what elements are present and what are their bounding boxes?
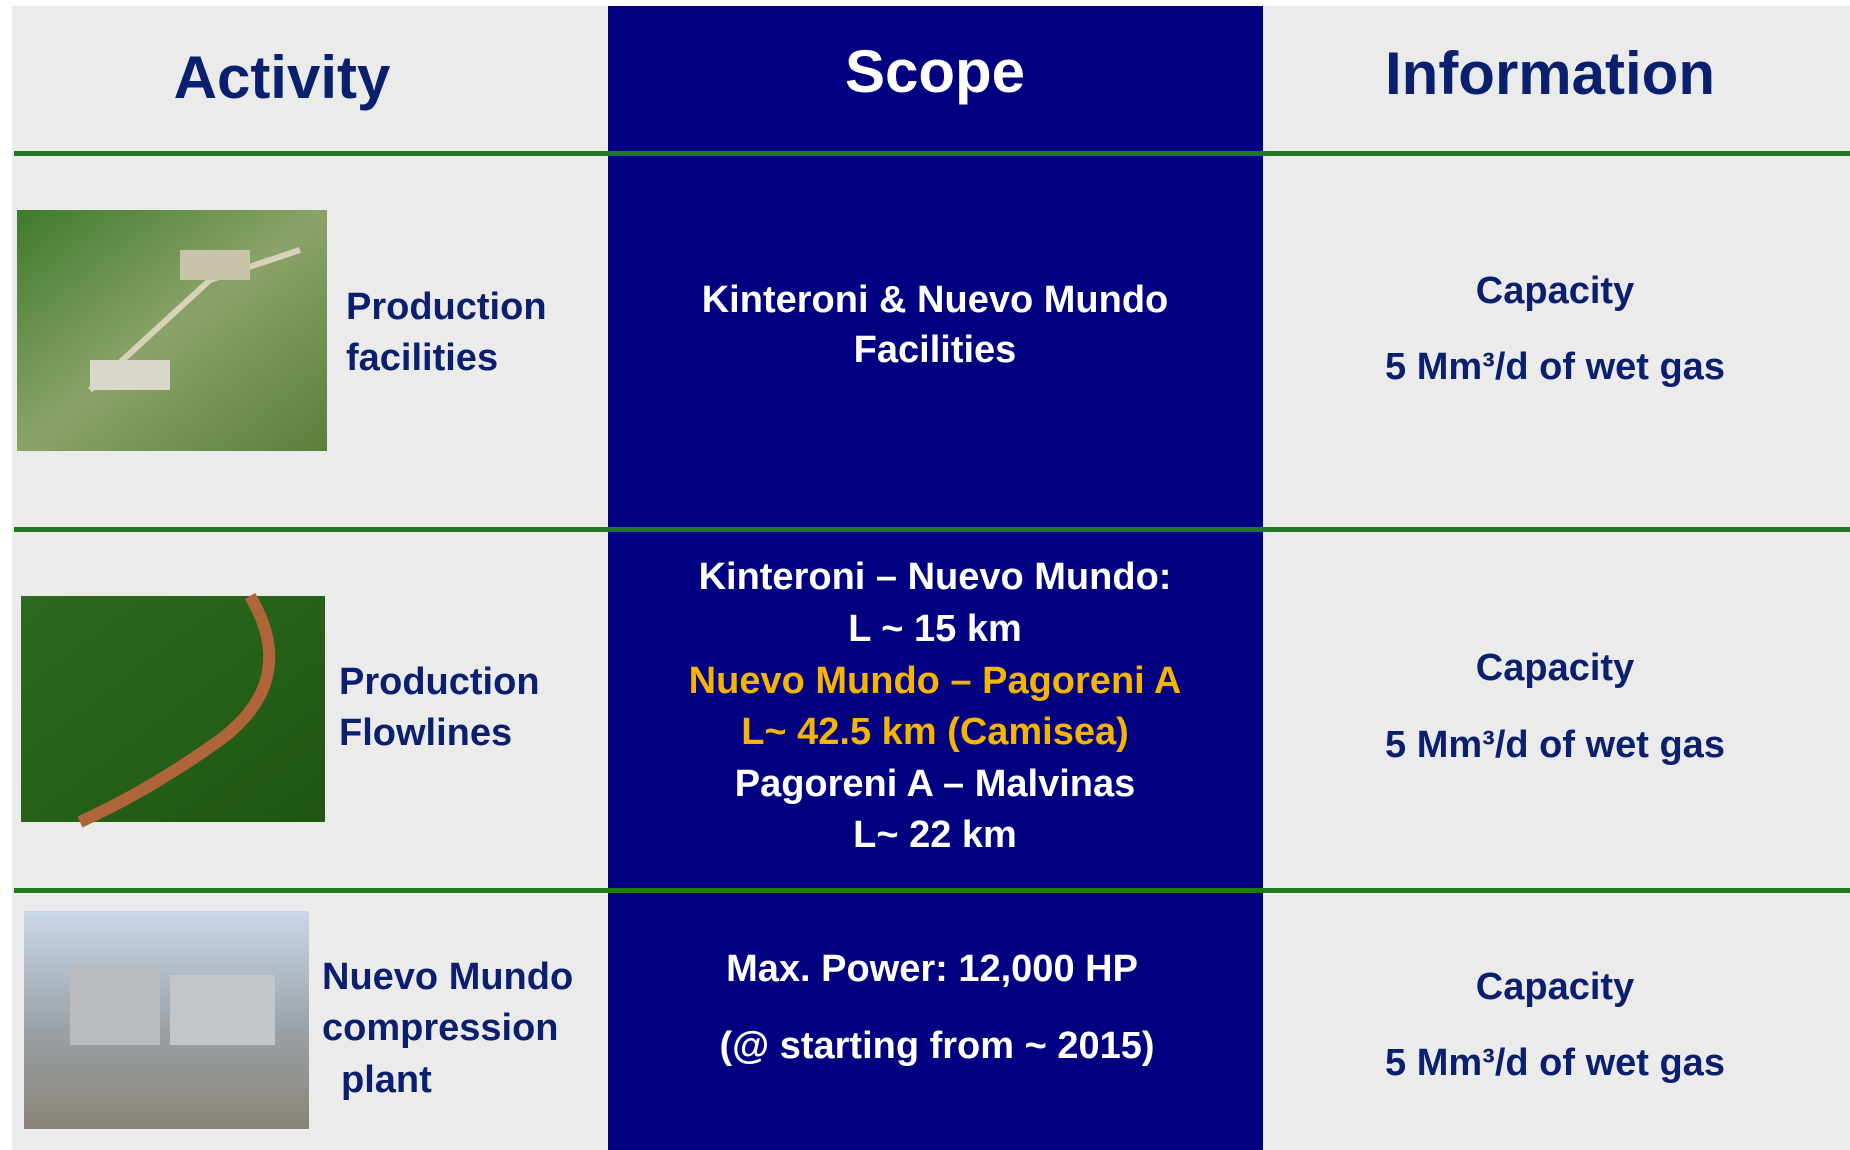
activity-label: Flowlines [339, 712, 512, 754]
info-text: 5 Mm³/d of wet gas [1385, 724, 1725, 766]
scope-text: L~ 22 km [853, 814, 1017, 856]
scope-text-highlight: L~ 42.5 km (Camisea) [741, 711, 1129, 753]
scope-text: Facilities [854, 329, 1017, 371]
info-text: Capacity [1476, 647, 1634, 689]
scope-text: Max. Power: 12,000 HP [726, 948, 1138, 990]
info-text: 5 Mm³/d of wet gas [1385, 1042, 1725, 1084]
scope-text-highlight: Nuevo Mundo – Pagoreni A [689, 660, 1182, 702]
info-text: 5 Mm³/d of wet gas [1385, 346, 1725, 388]
column-header: Scope [845, 38, 1025, 105]
photo [21, 592, 325, 828]
divider [14, 527, 1850, 532]
activity-label: plant [341, 1059, 432, 1101]
activity-label: Nuevo Mundo [322, 956, 573, 998]
photo [17, 210, 327, 451]
column-header: Information [1385, 40, 1715, 107]
scope-text: Kinteroni & Nuevo Mundo [702, 279, 1169, 321]
activity-label: facilities [346, 337, 498, 379]
scope-text: Kinteroni – Nuevo Mundo: [699, 556, 1172, 598]
scope-text: L ~ 15 km [848, 608, 1022, 650]
divider [14, 151, 1850, 156]
scope-text: Pagoreni A – Malvinas [735, 763, 1136, 805]
scope-text: (@ starting from ~ 2015) [719, 1025, 1154, 1067]
activity-label: Production [346, 286, 547, 328]
divider [14, 888, 1850, 893]
info-text: Capacity [1476, 270, 1634, 312]
info-text: Capacity [1476, 966, 1634, 1008]
column-header: Activity [174, 44, 391, 111]
scope-column [608, 6, 1263, 1150]
activity-label: Production [339, 661, 540, 703]
activity-label: compression [322, 1007, 559, 1049]
photo [24, 911, 309, 1129]
